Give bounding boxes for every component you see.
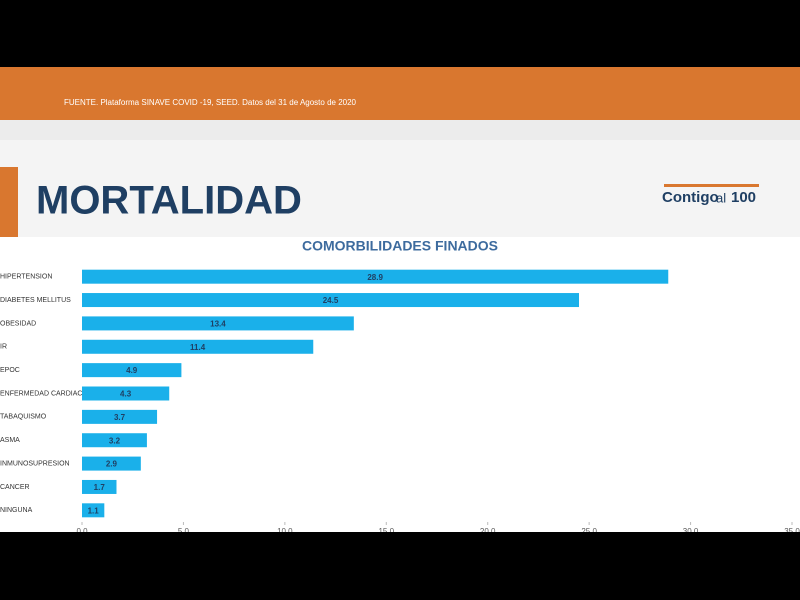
logo-stripe	[664, 184, 759, 187]
data-label: 28.9	[367, 273, 383, 282]
bar	[82, 293, 579, 308]
bar	[82, 386, 170, 401]
x-tick-label: 15.0	[378, 527, 394, 536]
page-title: MORTALIDAD	[36, 179, 302, 223]
logo-text: Contigo	[662, 189, 719, 206]
x-tick-label: 10.0	[277, 527, 293, 536]
bar	[82, 409, 158, 424]
x-tick-label: 30.0	[683, 527, 699, 536]
y-tick-label: TABAQUISMO	[0, 414, 47, 421]
data-label: 24.5	[323, 296, 339, 305]
data-label: 3.7	[114, 413, 126, 422]
x-tick-label: 20.0	[480, 527, 496, 536]
bar	[82, 363, 182, 378]
source-band	[0, 67, 800, 120]
x-tick-label: 0.0	[76, 527, 88, 536]
x-tick-label: 5.0	[178, 527, 190, 536]
logo-text: 100	[731, 189, 756, 206]
data-label: 1.7	[94, 483, 106, 492]
bar	[82, 456, 141, 471]
bar	[82, 269, 669, 284]
bottom-bar	[0, 532, 800, 600]
y-tick-label: CANCER	[0, 484, 30, 491]
x-tick-label: 35.0	[784, 527, 800, 536]
bar	[82, 503, 105, 518]
data-label: 2.9	[106, 460, 118, 469]
logo: Contigo al 100	[662, 184, 759, 206]
bar	[82, 316, 354, 331]
x-tick-label: 25.0	[581, 527, 597, 536]
y-tick-label: ASMA	[0, 437, 20, 444]
bar	[82, 433, 147, 448]
y-tick-label: HIPERTENSION	[0, 274, 52, 281]
strip	[0, 120, 800, 140]
data-label: 13.4	[210, 320, 226, 329]
logo-text: al	[716, 190, 726, 205]
accent	[0, 167, 18, 237]
y-tick-label: OBESIDAD	[0, 320, 36, 327]
data-label: 11.4	[190, 343, 206, 352]
bar	[82, 479, 117, 494]
bar	[82, 339, 314, 354]
y-tick-label: EPOC	[0, 367, 20, 374]
y-tick-label: IR	[0, 344, 7, 351]
data-label: 1.1	[88, 506, 100, 515]
y-tick-label: NINGUNA	[0, 507, 33, 514]
header-area	[0, 140, 800, 237]
data-label: 3.2	[109, 436, 121, 445]
data-label: 4.9	[126, 366, 138, 375]
chart-area	[0, 237, 800, 532]
chart-title: COMORBILIDADES FINADOS	[302, 238, 498, 254]
y-tick-label: DIABETES MELLITUS	[0, 297, 71, 304]
plot: 0.0 5.0 10.0 15.0 20.0 25.0 30.0 35.0 HIPERTENSI…	[0, 269, 800, 536]
y-tick-label: ENFERMEDAD CARDIACA	[0, 390, 87, 397]
y-tick-label: INMUNOSUPRESION	[0, 460, 70, 467]
source-text: FUENTE. Plataforma SINAVE COVID -19, SEE…	[64, 98, 357, 107]
data-label: 4.3	[120, 390, 132, 399]
